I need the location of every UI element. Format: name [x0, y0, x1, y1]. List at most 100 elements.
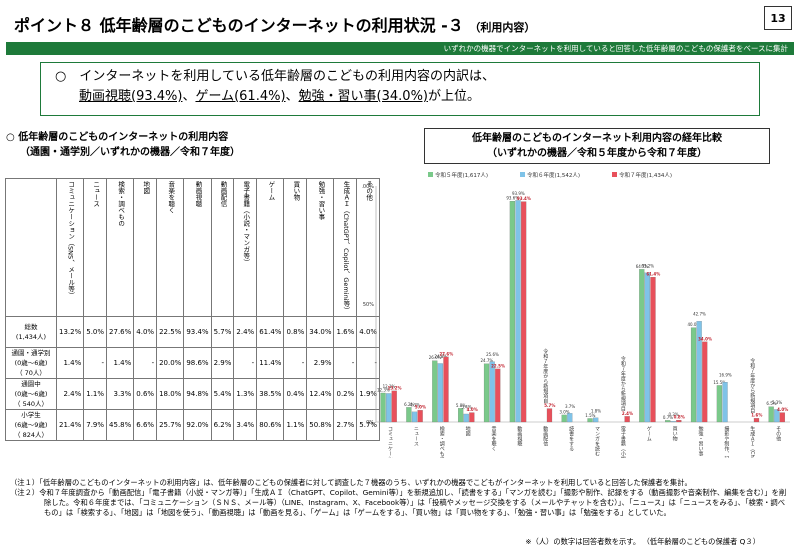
table-cell: 3.3% [106, 377, 135, 410]
table-cell: 5.7% [210, 315, 235, 348]
legend-swatch [428, 172, 433, 177]
col-header-label: 勉強・習い事 [316, 181, 325, 220]
table-cell: 3.4% [233, 408, 258, 441]
category-label: その他 [775, 426, 781, 442]
table-cell: 21.4% [55, 408, 85, 441]
table-cell: 38.5% [256, 377, 285, 410]
table-row: 総数 (1,434人) 13.2% 5.0% 27.6% 4.0% 22.5% 93.4% 5.… [5, 315, 381, 348]
bar [463, 413, 469, 423]
bar-value-label: 5.3% [772, 400, 782, 405]
category-label: 勉強・習い事 [697, 425, 703, 457]
bar-value-label: 34.0% [698, 336, 712, 341]
note2-text: 令和７年度調査から「動画配信」「電子書籍（小説・マンガ等）」「生成ＡＩ（Chat… [39, 488, 787, 517]
bar [391, 390, 397, 423]
table-cell: 12.4% [306, 377, 335, 410]
bar-value-label: 6.5% [766, 401, 776, 406]
bar-value-label: 64.7% [636, 264, 649, 269]
highlight-study: 勉強・習い事(34.0%) [298, 89, 428, 104]
page-title: ポイント８ 低年齢層のこどものインターネットの利用状況 -３ （利用内容） [14, 16, 536, 35]
category-label: 音楽を聴く [490, 425, 496, 451]
bar-value-label: 3.4% [461, 404, 471, 409]
bar-value-label: 5.0% [415, 405, 426, 410]
table-cell: 45.8% [106, 408, 135, 441]
bar-value-label: 13.2% [388, 385, 402, 390]
y-tick-label: 50% [363, 302, 374, 308]
table-cell: - [233, 346, 258, 379]
col-header-label: 生成ＡＩ（ChatGPT、Copilot、Gemini等） [341, 181, 350, 314]
right-heading-line1: 低年齢層のこどものインターネット利用内容の経年比較 [472, 133, 722, 144]
table-cell: 0.8% [283, 315, 308, 348]
table-cell: 5.4% [210, 377, 235, 410]
col-header-label: ゲーム [266, 181, 275, 201]
trend-bar-chart: 0% 50% 100% 令和５年度(1,617人) 令和６年度(1,542人) 令和７年度… [362, 171, 790, 458]
legend-label: 令和７年度(1,434人) [619, 171, 672, 179]
summary-box: ○ インターネットを利用している低年齢層のこどもの利用内容の内訳は、 動画視聴(… [40, 62, 760, 116]
summary-sep: 、 [285, 89, 299, 104]
bar [509, 201, 516, 423]
bar-value-label: 93.4% [517, 196, 531, 201]
bar [483, 363, 490, 423]
bar-value-label: 1.6% [751, 413, 762, 418]
table-cell: 2.9% [306, 346, 335, 379]
bar-value-label: 4.0% [777, 407, 788, 412]
bullet-icon: ○ [55, 69, 67, 84]
new-item-label: 令和７年度から新規項目 [749, 358, 755, 415]
note1-label: （注１） [10, 478, 40, 487]
bar-value-label: 6.2% [404, 402, 414, 407]
table-header-row: コミュニケーション（SNS、メール等） ニュース 検索・調べもの 地図 音楽を聴く 動画視… [5, 178, 381, 317]
category-label: 動画視聴 [516, 425, 522, 447]
notes: （注１）「低年齢層のこどものインターネットの利用内容」は、低年齢層のこどもの保護… [10, 478, 790, 518]
table-cell: 1.4% [106, 346, 135, 379]
category-label: 動画配信 [542, 425, 548, 447]
y-tick-label: 100% [362, 184, 374, 190]
category-label: マンガを読む [594, 426, 600, 456]
col-header-label: 動画視聴 [193, 181, 202, 207]
table-col-header: 勉強・習い事 [306, 178, 335, 317]
bar-value-label: 25.6% [486, 352, 499, 357]
category-label: コミュニケーション（SNS、 [387, 426, 393, 458]
bar [546, 408, 553, 423]
table-cell: 50.8% [306, 408, 335, 441]
table-cell: - [83, 346, 108, 379]
table-cell: 6.6% [133, 408, 158, 441]
table-cell: 93.4% [183, 315, 212, 348]
bar-value-label: 5.7% [544, 403, 555, 408]
bar-value-label: 0.7% [663, 415, 673, 420]
category-label: 地図 [465, 425, 471, 437]
highlight-video: 動画視聴(93.4%) [79, 89, 183, 104]
table-col-header: 電子書籍（小説・マンガ等） [233, 178, 258, 317]
table-cell: 18.0% [156, 377, 185, 410]
bar [521, 201, 527, 423]
bar [386, 393, 392, 423]
bar-value-label: 63.2% [641, 263, 654, 268]
bar [411, 411, 418, 423]
category-label: ゲーム [646, 425, 652, 441]
table-corner [5, 178, 57, 317]
table-col-header: 検索・調べもの [106, 178, 135, 317]
col-header-label: その他 [364, 181, 373, 201]
bar-value-label: 3.7% [565, 404, 575, 409]
bar-value-label: 4.0% [467, 407, 478, 412]
bar-value-label: 12.3% [377, 387, 390, 392]
col-header-label: ニュース [91, 181, 100, 207]
bar [561, 414, 567, 423]
summary-sep: 、 [182, 89, 196, 104]
left-heading: ○ 低年齢層のこどものインターネットの利用内容 （通園・通学別／いずれかの機器／… [6, 130, 240, 160]
bar [665, 420, 671, 423]
table-cell: 22.5% [156, 315, 185, 348]
bar-value-label: 27.6% [439, 351, 453, 356]
table-cell: 2.4% [233, 315, 258, 348]
legend-swatch [612, 172, 617, 177]
bar [644, 272, 650, 423]
legend-label: 令和５年度(1,617人) [435, 171, 488, 179]
left-heading-line1: ○ 低年齢層のこどものインターネットの利用内容 [6, 132, 229, 143]
bar [437, 363, 443, 423]
table-cell: 11.4% [256, 346, 285, 379]
category-label: 撮影や制作、記録をする [723, 425, 729, 458]
bar-value-label: 3.0% [559, 409, 569, 414]
bar [593, 417, 599, 423]
table-cell: 5.0% [83, 315, 108, 348]
note1-text: 「低年齢層のこどものインターネットの利用内容」は、低年齢層のこどもの保護者に対し… [39, 478, 692, 487]
category-label: 読書をする [568, 425, 574, 451]
subtitle-bar: いずれかの機器でインターネットを利用していると回答した低年齢層のこどもの保護者を… [6, 42, 794, 55]
